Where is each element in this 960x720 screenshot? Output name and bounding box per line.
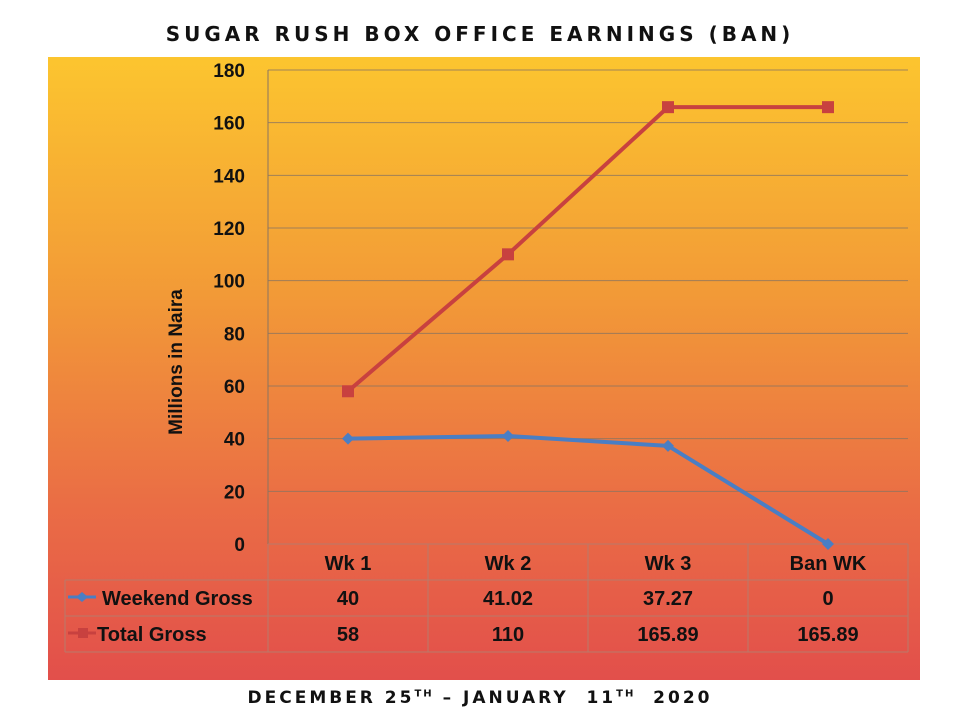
footer-sup1: TH (414, 688, 434, 700)
footer-part1: DECEMBER 25 (247, 688, 415, 708)
y-tick-label: 40 (224, 430, 245, 451)
data-cell: 37.27 (643, 588, 693, 610)
legend-label: Total Gross (97, 624, 207, 646)
data-table: Wk 1 Wk 2 Wk 3 Ban WK Weekend Gross 40 41.02 37… (64, 543, 909, 653)
legend-marker (78, 628, 88, 638)
x-category-label: Wk 3 (645, 553, 692, 575)
gridlines (267, 69, 908, 545)
data-cell: 165.89 (797, 624, 858, 646)
date-range-footer: DECEMBER 25TH – JANUARY 11TH 2020 (0, 688, 960, 708)
data-point (342, 385, 354, 398)
y-tick-label: 140 (213, 166, 245, 187)
data-point (662, 439, 674, 452)
data-point (502, 429, 514, 442)
footer-sup2: TH (616, 688, 636, 700)
y-axis-ticks: 0 20 40 60 80 100 120 140 160 180 (213, 61, 245, 556)
data-point (502, 248, 514, 261)
data-point (822, 538, 834, 550)
y-tick-label: 60 (224, 377, 245, 398)
data-point (342, 432, 354, 445)
data-cell: 165.89 (637, 624, 698, 646)
series-line (347, 433, 830, 546)
y-tick-label: 80 (224, 324, 245, 345)
data-cell: 40 (337, 588, 359, 610)
y-tick-label: 180 (213, 61, 245, 82)
y-axis-label: Millions in Naira (166, 289, 187, 435)
footer-part3: 2020 (635, 688, 713, 708)
y-tick-label: 160 (213, 114, 245, 135)
chart-background (48, 57, 920, 680)
data-cell: 58 (337, 624, 359, 646)
x-category-label: Wk 2 (485, 553, 532, 575)
y-tick-label: 120 (213, 219, 245, 240)
data-point (662, 101, 674, 114)
series-line (346, 105, 828, 393)
data-cell: 110 (492, 624, 524, 646)
series-lines (342, 101, 834, 550)
x-category-label: Ban WK (790, 553, 867, 575)
x-category-label: Wk 1 (325, 553, 372, 575)
y-tick-label: 100 (213, 272, 245, 293)
footer-part2: – JANUARY 11 (433, 688, 617, 708)
data-cell: 0 (822, 588, 833, 610)
chart-title: SUGAR RUSH BOX OFFICE EARNINGS (BAN) (165, 22, 795, 46)
data-cell: 41.02 (483, 588, 533, 610)
legend-label: Weekend Gross (102, 588, 253, 610)
legend-marker (76, 592, 88, 602)
data-point (822, 101, 834, 114)
y-tick-label: 0 (234, 535, 245, 556)
y-tick-label: 20 (224, 482, 245, 503)
